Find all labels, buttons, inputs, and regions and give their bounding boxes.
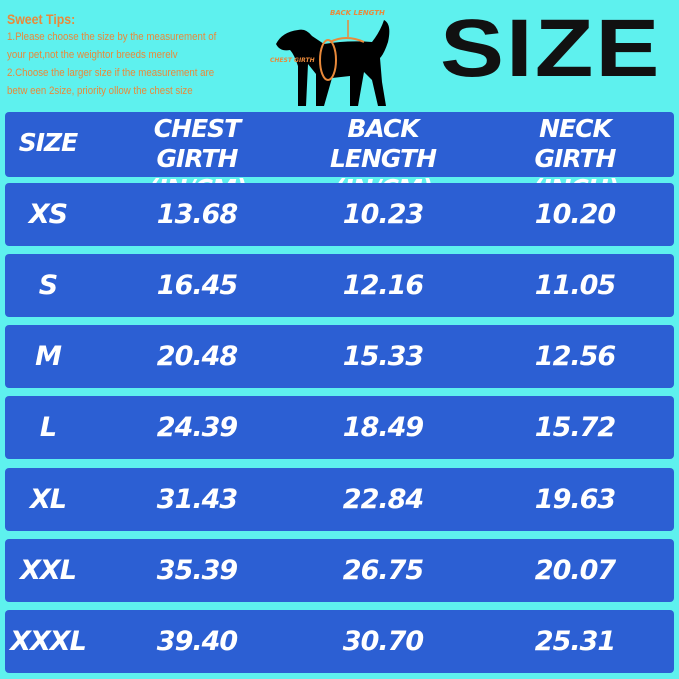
table-row: XS 13.68 10.23 10.20	[5, 183, 674, 246]
size-cell: XL	[29, 484, 67, 515]
back-length-cell: 22.84	[342, 484, 424, 515]
table-header: SIZE CHEST GIRTH (IN/CM) BACK LENGTH (IN…	[5, 112, 674, 203]
chest-girth-cell: 16.45	[156, 270, 238, 301]
tips-title: Sweet Tips:	[7, 11, 76, 27]
header-size: SIZE	[18, 128, 79, 157]
size-cell: XXXL	[10, 626, 87, 657]
chest-girth-cell: 39.40	[156, 626, 238, 657]
back-length-cell: 15.33	[342, 341, 424, 372]
back-length-cell: 12.16	[342, 270, 424, 301]
chest-girth-cell: 20.48	[156, 341, 238, 372]
back-length-label: BACK LENGTH	[330, 9, 385, 17]
table-row: M 20.48 15.33 12.56	[5, 325, 674, 388]
back-length-cell: 18.49	[342, 412, 424, 443]
neck-girth-cell: 25.31	[534, 626, 616, 657]
sweet-tips: Sweet Tips: 1.Please choose the size by …	[7, 10, 262, 100]
chest-girth-label: CHEST GIRTH	[270, 57, 315, 64]
neck-girth-cell: 11.05	[534, 270, 616, 301]
size-cell: L	[39, 412, 57, 443]
table-row: S 16.45 12.16 11.05	[5, 254, 674, 317]
back-length-cell: 10.23	[342, 199, 424, 230]
table-row: XXL 35.39 26.75 20.07	[5, 539, 674, 602]
size-cell: S	[38, 270, 58, 301]
size-title: SIZE	[440, 2, 662, 94]
table-row: XXXL 39.40 30.70 25.31	[5, 610, 674, 673]
dog-measurement-diagram: BACK LENGTH CHEST GIRTH	[270, 9, 390, 106]
table-row: XL 31.43 22.84 19.63	[5, 468, 674, 531]
neck-girth-cell: 19.63	[534, 484, 616, 515]
tip-line: 1.Please choose the size by the measurem…	[7, 31, 217, 43]
neck-girth-cell: 12.56	[534, 341, 616, 372]
neck-girth-cell: 20.07	[534, 555, 616, 586]
back-length-cell: 26.75	[342, 555, 424, 586]
chest-girth-cell: 35.39	[156, 555, 238, 586]
tip-line: betw een 2size, priority ollow the chest…	[7, 85, 193, 97]
chest-girth-cell: 31.43	[156, 484, 238, 515]
chest-girth-cell: 13.68	[156, 199, 238, 230]
neck-girth-cell: 10.20	[534, 199, 616, 230]
chest-girth-cell: 24.39	[156, 412, 238, 443]
size-cell: M	[35, 341, 62, 372]
tip-line: your pet,not the weightor breeds merelv	[7, 49, 178, 61]
size-cell: XS	[28, 199, 68, 230]
table-row: L 24.39 18.49 15.72	[5, 396, 674, 459]
neck-girth-cell: 15.72	[534, 412, 616, 443]
size-cell: XXL	[20, 555, 77, 586]
back-length-cell: 30.70	[342, 626, 424, 657]
tip-line: 2.Choose the larger size if the measurem…	[7, 67, 215, 79]
